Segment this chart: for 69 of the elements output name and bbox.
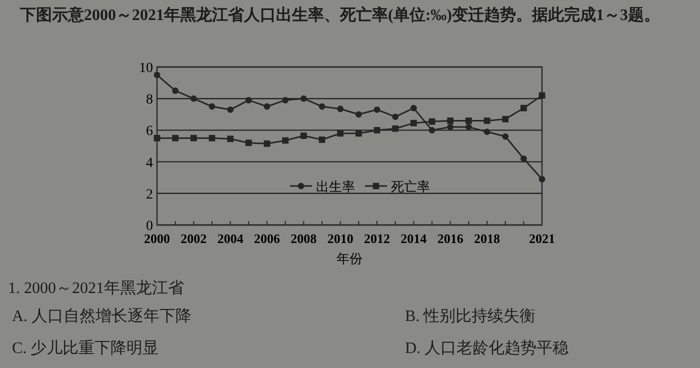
point (538, 92, 546, 99)
legend-label: 死亡率 (391, 179, 430, 194)
ytick: 4 (146, 156, 153, 171)
point (227, 136, 234, 142)
point (520, 104, 527, 112)
xtick: 2014 (400, 231, 427, 246)
annotation: A. 人口自然增长逐年下降 (12, 306, 192, 327)
xtick: 2012 (364, 231, 390, 246)
ytick: 10 (139, 61, 153, 76)
point (318, 103, 326, 110)
point (374, 127, 380, 134)
point (520, 155, 527, 162)
point (154, 134, 160, 142)
point (410, 120, 417, 126)
point (264, 140, 270, 147)
point (447, 118, 454, 124)
point (264, 103, 270, 110)
ytick: 8 (146, 92, 153, 108)
point (208, 134, 216, 142)
ytick: 6 (146, 124, 153, 140)
point (282, 96, 289, 104)
ytick: 0 (146, 219, 153, 234)
title: 下图示意2000～2021年黑龙江省人口出生率、死亡率(单位:‰)变迁趋势。据此完成1～3题。 (20, 5, 661, 26)
point (208, 103, 216, 110)
annotation: D. 人口老龄化趋势平稳 (405, 338, 569, 359)
annotation: 1. 2000～2021年黑龙江省 (8, 278, 184, 299)
point (392, 114, 399, 120)
point (190, 95, 197, 102)
point (172, 88, 179, 94)
point (337, 106, 344, 112)
xlabel: 年份 (336, 251, 362, 266)
point (374, 106, 380, 113)
point (227, 106, 234, 113)
point (154, 72, 160, 78)
xtick: 2010 (327, 231, 354, 246)
point (190, 134, 197, 142)
legend-label: 出生率 (316, 179, 355, 194)
point (318, 136, 326, 143)
xtick: 2002 (180, 231, 207, 246)
point (282, 137, 289, 144)
point (502, 133, 509, 140)
point (502, 116, 509, 122)
point (465, 118, 472, 124)
point (355, 111, 362, 118)
point (484, 128, 490, 135)
xtick: 2000 (144, 231, 170, 246)
ytick: 2 (146, 187, 153, 202)
point (245, 140, 252, 146)
xtick: 2018 (474, 231, 500, 246)
annotation: C. 少儿比重下降明显 (12, 338, 159, 359)
point (300, 95, 307, 102)
point (484, 118, 490, 124)
xtick: 2006 (254, 231, 280, 246)
xtick: 2021 (529, 231, 555, 246)
point (355, 130, 362, 137)
xtick: 2008 (290, 231, 317, 246)
point (428, 127, 436, 134)
point (300, 132, 307, 139)
point (172, 134, 179, 142)
point (465, 124, 472, 130)
xtick: 2016 (437, 231, 464, 246)
point (337, 130, 344, 137)
point (410, 104, 417, 112)
xtick: 2004 (217, 231, 244, 246)
point (538, 176, 546, 182)
point (245, 96, 252, 104)
point (392, 125, 399, 132)
annotation: B. 性别比持续失衡 (405, 306, 536, 327)
point (447, 124, 454, 130)
